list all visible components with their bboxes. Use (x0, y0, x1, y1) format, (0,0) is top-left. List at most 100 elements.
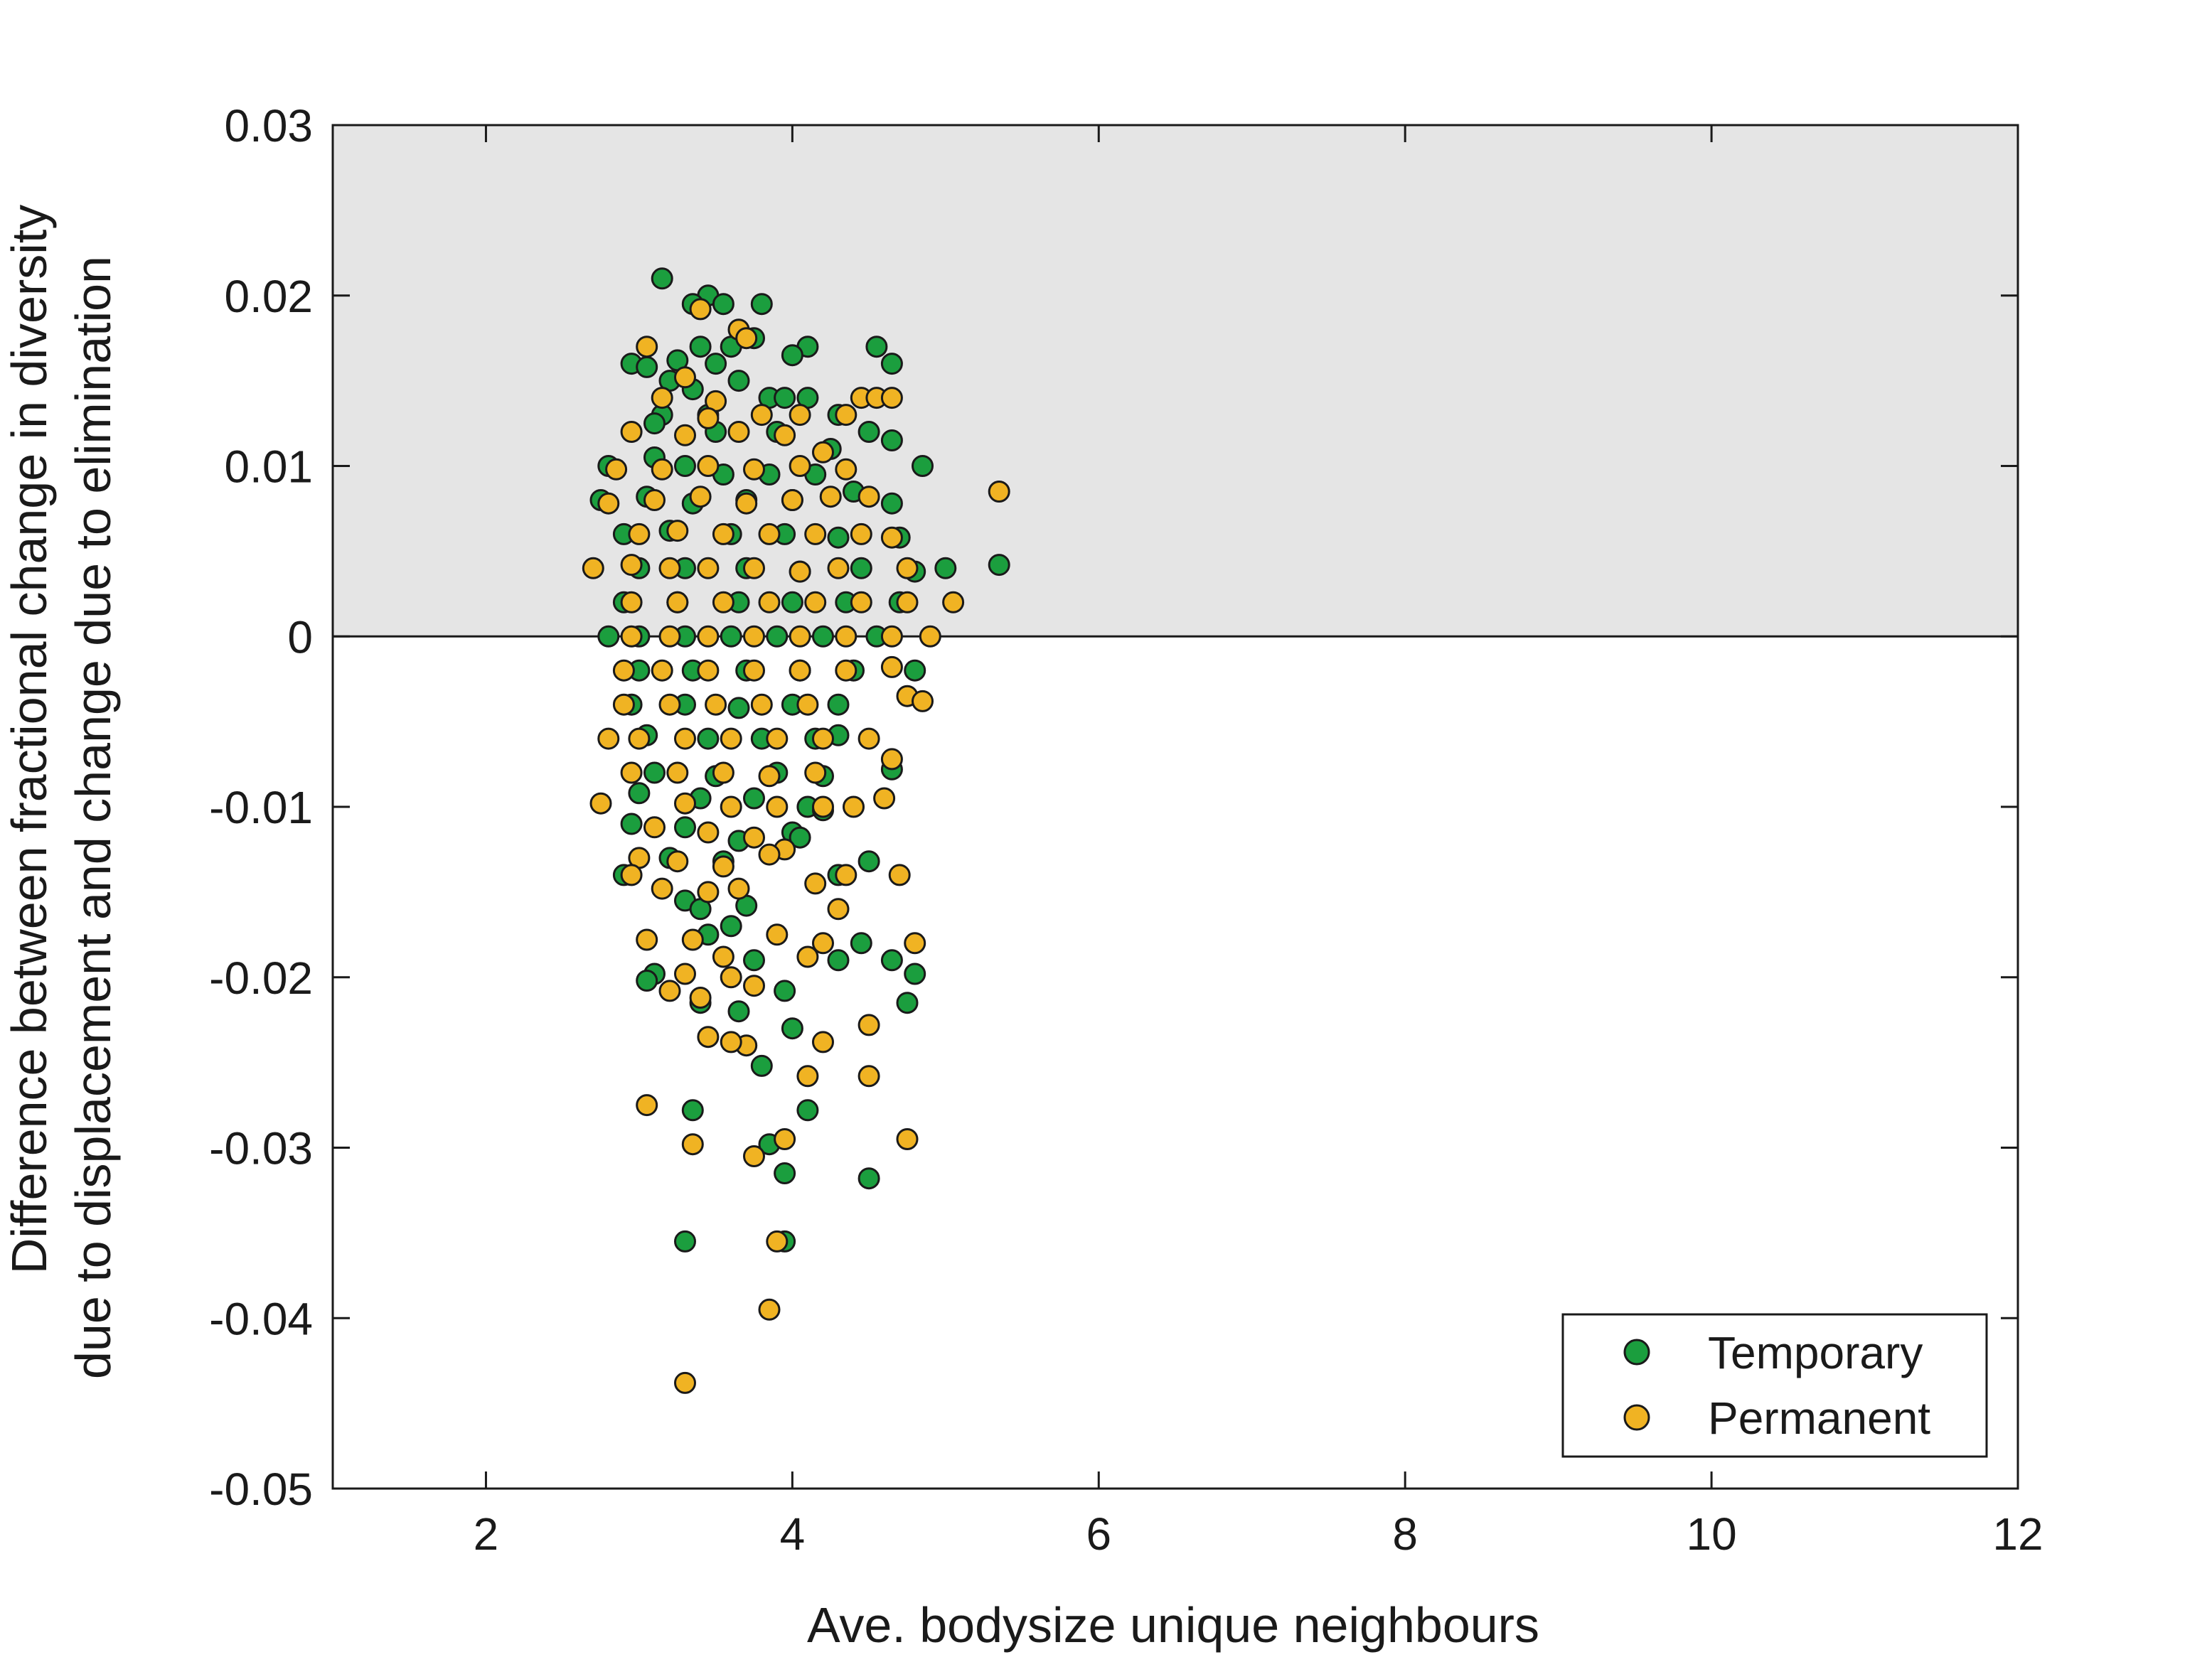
data-point-permanent-75 (796, 693, 819, 716)
data-point-permanent-8 (750, 404, 773, 427)
data-point-temporary-57 (850, 557, 872, 579)
data-point-permanent-49 (666, 591, 689, 613)
data-point-permanent-137 (896, 1128, 919, 1150)
data-point-permanent-38 (850, 522, 872, 545)
data-point-permanent-78 (597, 727, 620, 750)
data-point-permanent-118 (812, 932, 834, 955)
data-point-permanent-35 (712, 522, 734, 545)
data-point-permanent-96 (843, 795, 865, 818)
data-point-temporary-8 (865, 336, 888, 358)
series-permanent (582, 298, 1010, 1394)
data-point-permanent-48 (620, 591, 643, 613)
data-point-permanent-23 (789, 455, 811, 477)
data-point-permanent-86 (666, 761, 689, 784)
data-point-temporary-121 (727, 1000, 750, 1023)
data-point-permanent-112 (888, 864, 911, 886)
data-point-temporary-3 (750, 293, 773, 316)
data-point-permanent-129 (720, 1031, 742, 1054)
data-point-permanent-20 (651, 458, 673, 481)
data-point-permanent-124 (658, 980, 681, 1002)
data-point-permanent-97 (873, 787, 896, 810)
data-point-permanent-56 (620, 625, 643, 648)
data-point-permanent-10 (835, 404, 857, 427)
data-point-temporary-115 (636, 970, 658, 992)
data-point-temporary-84 (697, 727, 720, 750)
data-point-permanent-36 (758, 522, 781, 545)
data-point-permanent-6 (651, 387, 673, 409)
data-point-temporary-68 (720, 625, 742, 648)
data-point-permanent-83 (812, 727, 834, 750)
data-point-temporary-118 (880, 949, 903, 972)
data-point-temporary-51 (934, 557, 957, 579)
data-point-temporary-69 (766, 625, 789, 648)
data-point-temporary-116 (743, 949, 765, 972)
data-point-permanent-98 (643, 816, 666, 839)
data-point-permanent-26 (643, 489, 666, 511)
data-point-permanent-74 (750, 693, 773, 716)
data-point-permanent-0 (689, 298, 712, 321)
data-point-permanent-30 (819, 486, 842, 508)
data-point-temporary-122 (774, 980, 796, 1002)
data-point-temporary-102 (789, 826, 811, 849)
data-point-permanent-81 (720, 727, 742, 750)
data-point-permanent-100 (743, 826, 765, 849)
data-point-permanent-58 (697, 625, 720, 648)
data-point-permanent-131 (796, 1065, 819, 1088)
data-point-permanent-87 (712, 761, 734, 784)
y-tick-label: -0.05 (209, 1464, 313, 1515)
legend-box (1561, 1313, 1988, 1458)
data-point-permanent-5 (735, 327, 758, 350)
data-point-permanent-43 (697, 557, 720, 579)
data-point-temporary-23 (774, 387, 796, 409)
data-point-permanent-45 (789, 560, 811, 583)
data-point-permanent-114 (636, 928, 658, 951)
data-point-permanent-93 (720, 795, 742, 818)
legend-label-temporary: Temporary (1708, 1327, 1923, 1378)
data-point-temporary-65 (597, 625, 620, 648)
data-point-permanent-32 (988, 481, 1010, 503)
data-point-permanent-109 (727, 877, 750, 900)
data-point-permanent-127 (697, 1026, 720, 1049)
data-point-permanent-119 (904, 932, 926, 955)
data-point-permanent-123 (743, 975, 765, 997)
y-axis-title-line-1: Difference between fractional change in … (1, 205, 57, 1275)
data-point-permanent-22 (743, 458, 765, 481)
data-point-permanent-68 (789, 659, 811, 682)
data-point-permanent-50 (712, 591, 734, 613)
data-point-temporary-117 (827, 949, 850, 972)
data-point-permanent-66 (697, 659, 720, 682)
data-point-permanent-25 (597, 492, 620, 515)
data-point-temporary-99 (674, 816, 696, 839)
data-point-permanent-115 (681, 928, 704, 951)
data-point-permanent-2 (636, 336, 658, 358)
data-point-temporary-30 (880, 429, 903, 451)
data-point-permanent-84 (857, 727, 880, 750)
data-point-temporary-14 (781, 344, 803, 367)
data-point-permanent-7 (697, 407, 720, 429)
x-tick-label: 8 (1392, 1508, 1418, 1560)
data-point-temporary-130 (857, 1167, 880, 1190)
y-tick-label: -0.01 (209, 782, 313, 833)
data-point-permanent-88 (758, 765, 781, 788)
data-point-temporary-111 (720, 915, 742, 938)
data-point-permanent-79 (628, 727, 651, 750)
data-point-permanent-111 (835, 864, 857, 886)
data-point-permanent-67 (743, 659, 765, 682)
data-point-permanent-99 (697, 821, 720, 844)
data-point-temporary-18 (727, 370, 750, 392)
data-point-temporary-0 (651, 267, 673, 290)
y-axis-title-line-2: due to displacement and change due to el… (65, 256, 121, 1379)
data-point-temporary-127 (796, 1099, 819, 1122)
y-tick-label: -0.03 (209, 1123, 313, 1174)
data-point-permanent-29 (781, 489, 803, 511)
data-point-permanent-31 (857, 486, 880, 508)
data-point-permanent-63 (919, 625, 941, 648)
data-points-group (582, 267, 1010, 1394)
data-point-permanent-126 (857, 1014, 880, 1036)
data-point-permanent-80 (674, 727, 696, 750)
data-point-temporary-119 (904, 963, 926, 985)
data-point-permanent-64 (612, 659, 635, 682)
y-tick-label: -0.02 (209, 953, 313, 1004)
